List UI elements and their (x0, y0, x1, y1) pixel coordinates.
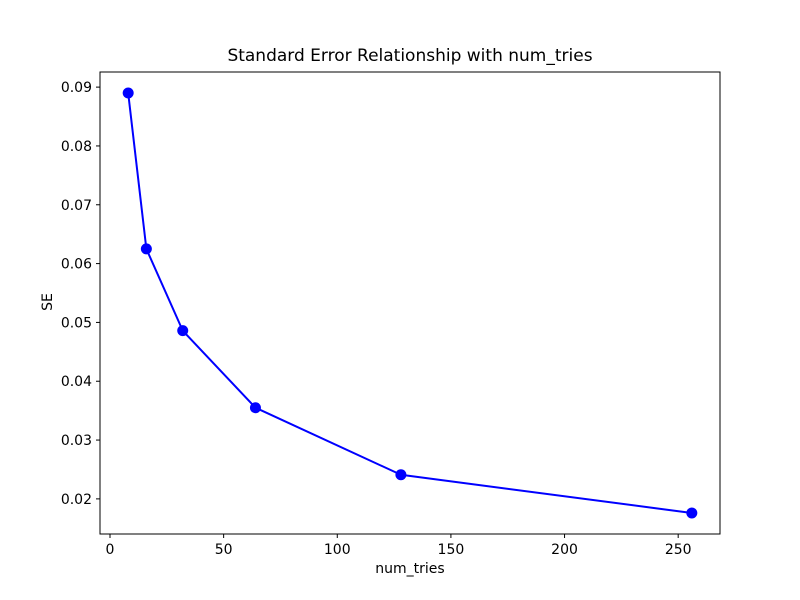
data-point (122, 87, 134, 99)
x-tick-label: 100 (324, 542, 351, 558)
x-tick-label: 200 (551, 542, 578, 558)
y-axis-label: SE (40, 293, 56, 311)
y-tick-label: 0.03 (61, 433, 92, 449)
y-tick-label: 0.07 (61, 198, 92, 214)
data-point (140, 243, 152, 255)
chart-title: Standard Error Relationship with num_tri… (227, 46, 593, 66)
y-tick-label: 0.02 (61, 492, 92, 508)
series-line (127, 92, 693, 514)
y-tick-label: 0.09 (61, 80, 92, 96)
axes-spines (99, 71, 721, 535)
y-tick-label: 0.05 (61, 315, 92, 331)
y-tick-label: 0.06 (61, 257, 92, 273)
data-point (249, 402, 261, 414)
data-point (686, 507, 698, 519)
x-tick-label: 50 (215, 542, 233, 558)
x-tick-label: 0 (106, 542, 115, 558)
x-axis-label: num_tries (375, 561, 445, 577)
x-tick-label: 150 (438, 542, 465, 558)
data-point (395, 469, 407, 481)
y-tick-label: 0.04 (61, 374, 92, 390)
x-tick-label: 250 (665, 542, 692, 558)
y-tick-label: 0.08 (61, 139, 92, 155)
data-point (177, 325, 189, 337)
